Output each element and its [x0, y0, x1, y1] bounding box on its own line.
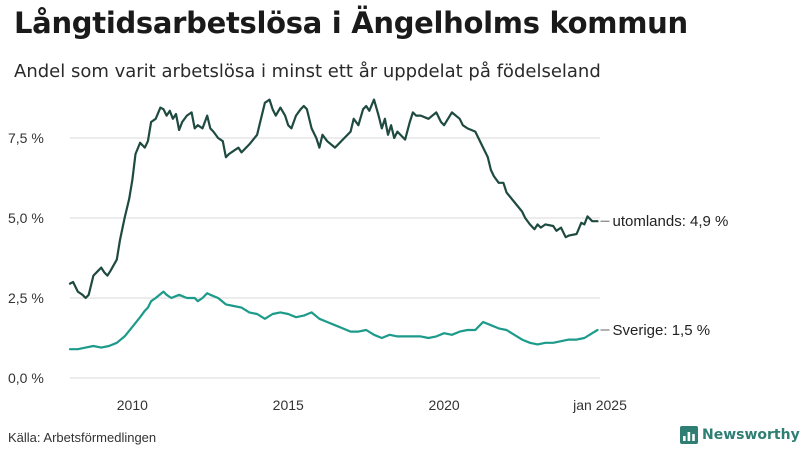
- y-tick-label: 7,5 %: [8, 130, 44, 146]
- line-chart: 0,0 % 2,5 % 5,0 % 7,5 % 2010 2015 2020 jan 2025…: [8, 98, 729, 413]
- end-label-utomlands: utomlands: 4,9 %: [613, 213, 729, 230]
- brand-logo: Newsworthy: [680, 426, 800, 444]
- series-line-sverige: [68, 290, 599, 351]
- y-tick-label: 5,0 %: [8, 210, 44, 226]
- source-note: Källa: Arbetsförmedlingen: [8, 430, 157, 445]
- end-label-sverige: Sverige: 1,5 %: [613, 322, 711, 339]
- brand-name: Newsworthy: [702, 427, 800, 443]
- series-line-utomlands: [68, 98, 599, 300]
- x-tick-label: 2015: [273, 397, 304, 413]
- chart-subtitle: Andel som varit arbetslösa i minst ett å…: [14, 61, 601, 82]
- y-tick-label: 2,5 %: [8, 290, 44, 306]
- chart-title: Långtidsarbetslösa i Ängelholms kommun: [14, 6, 688, 40]
- x-tick-label: 2010: [117, 397, 148, 413]
- x-tick-label: 2020: [429, 397, 460, 413]
- x-tick-label: jan 2025: [572, 397, 627, 413]
- newsworthy-logo-icon: [680, 426, 698, 444]
- y-tick-label: 0,0 %: [8, 370, 44, 386]
